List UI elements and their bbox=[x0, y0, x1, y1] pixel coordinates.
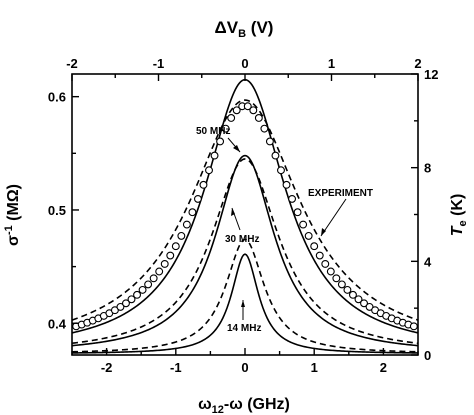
series-line-6 bbox=[72, 253, 418, 354]
data-point bbox=[149, 274, 158, 283]
bottom-tick-label: -2 bbox=[101, 360, 113, 375]
bottom-tick-label: -1 bbox=[170, 360, 182, 375]
series-line-4 bbox=[72, 158, 418, 345]
data-point bbox=[227, 114, 236, 122]
right-tick-label: 4 bbox=[424, 254, 432, 269]
bottom-axis-label: ω12-ω (GHz) bbox=[198, 396, 290, 415]
data-point bbox=[122, 299, 130, 308]
arrowhead-experiment bbox=[321, 228, 326, 236]
plot-frame bbox=[71, 73, 419, 356]
annotation-14mhz: 14 MHz bbox=[227, 323, 261, 334]
annotation-50mhz: 50 MHz bbox=[196, 126, 230, 137]
data-point bbox=[337, 280, 346, 289]
left-axis-label: σ-1 (MΩ) bbox=[3, 184, 22, 246]
data-point bbox=[166, 251, 175, 260]
data-point bbox=[304, 231, 313, 240]
top-tick-label: 0 bbox=[241, 56, 248, 71]
top-tick-label: -1 bbox=[153, 56, 165, 71]
top-tick-label: 2 bbox=[414, 56, 421, 71]
left-tick-label: 0.4 bbox=[48, 316, 67, 331]
series-line-2 bbox=[72, 99, 418, 321]
data-point bbox=[288, 194, 297, 203]
data-point bbox=[277, 166, 285, 175]
data-point bbox=[127, 295, 136, 304]
data-point bbox=[354, 295, 363, 304]
data-point bbox=[332, 274, 341, 283]
data-point bbox=[193, 194, 202, 203]
data-point bbox=[144, 280, 153, 289]
data-point bbox=[133, 290, 142, 299]
data-point bbox=[260, 124, 269, 133]
data-point bbox=[271, 151, 280, 160]
right-tick-label: 8 bbox=[424, 161, 431, 176]
data-point bbox=[205, 166, 213, 175]
series-line-5 bbox=[72, 238, 418, 353]
data-point bbox=[326, 267, 335, 276]
data-point bbox=[243, 102, 252, 111]
arrowhead-50mhz bbox=[233, 145, 240, 152]
data-point bbox=[249, 106, 258, 115]
right-tick-label: 0 bbox=[424, 348, 431, 363]
data-point bbox=[349, 290, 357, 299]
data-point bbox=[321, 259, 330, 268]
data-point bbox=[188, 208, 197, 217]
data-point bbox=[360, 299, 368, 308]
data-point bbox=[221, 124, 230, 133]
bottom-tick-label: 0 bbox=[241, 360, 248, 375]
annotation-layer: 50 MHz 30 MHz 14 MHz EXPERIMENT bbox=[196, 126, 373, 334]
arrowhead-14mhz bbox=[241, 300, 245, 307]
top-axis-label: ΔVB (V) bbox=[215, 18, 274, 40]
data-point bbox=[409, 322, 418, 331]
data-point bbox=[310, 242, 319, 251]
data-point bbox=[265, 137, 274, 146]
data-point bbox=[293, 208, 302, 217]
data-point bbox=[343, 285, 352, 294]
series-line-3 bbox=[72, 154, 418, 347]
series-experiment-points bbox=[72, 102, 418, 331]
data-point bbox=[210, 151, 219, 160]
arrowhead-30mhz bbox=[231, 208, 235, 216]
arrow-experiment bbox=[320, 198, 347, 237]
bottom-tick-label: 1 bbox=[311, 360, 318, 375]
annotation-experiment: EXPERIMENT bbox=[308, 188, 373, 199]
frame-layer bbox=[71, 73, 419, 356]
data-point bbox=[299, 220, 308, 229]
data-point bbox=[116, 302, 125, 311]
top-tick-label: 1 bbox=[328, 56, 335, 71]
right-axis-label: Te (K) bbox=[449, 194, 469, 237]
data-point bbox=[177, 231, 186, 240]
series-line-1 bbox=[72, 78, 418, 334]
data-point bbox=[138, 285, 147, 294]
data-point bbox=[216, 137, 225, 146]
top-tick-label: -2 bbox=[66, 56, 78, 71]
data-point bbox=[160, 259, 169, 268]
data-point bbox=[282, 180, 291, 189]
data-point bbox=[155, 267, 164, 276]
data-point bbox=[182, 220, 191, 229]
left-tick-label: 0.5 bbox=[48, 203, 66, 218]
data-point bbox=[199, 180, 208, 189]
annotation-30mhz: 30 MHz bbox=[225, 234, 259, 245]
left-tick-label: 0.6 bbox=[48, 90, 66, 105]
right-tick-label: 12 bbox=[424, 67, 438, 82]
data-point bbox=[254, 114, 263, 122]
bottom-tick-label: 2 bbox=[380, 360, 387, 375]
data-point bbox=[171, 242, 180, 251]
data-point bbox=[315, 251, 324, 260]
data-point bbox=[232, 106, 241, 115]
series-layer bbox=[72, 78, 418, 354]
